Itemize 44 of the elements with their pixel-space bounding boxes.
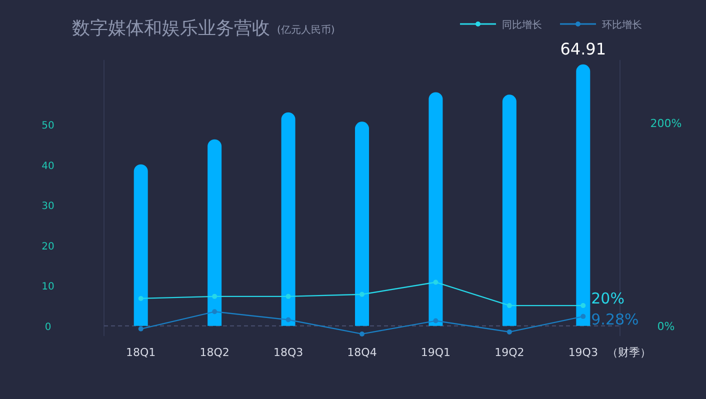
point [286, 294, 291, 299]
y-tick-label: 10 [42, 282, 54, 293]
x-tick-label: 18Q3 [273, 346, 304, 359]
y2-tick-label: 200% [650, 116, 682, 130]
data-label: 64.91 [560, 39, 606, 58]
data-label: 20% [591, 290, 624, 308]
x-tick-label: 19Q1 [420, 346, 451, 359]
data-label: 9.28% [591, 310, 639, 328]
chart-title: 数字媒体和娱乐业务营收 [72, 18, 270, 39]
bar [134, 164, 148, 326]
y-tick-label: 50 [42, 120, 54, 132]
x-tick-label: 18Q2 [200, 346, 230, 359]
y-tick-label: 20 [42, 241, 54, 252]
legend-label: 环比增长 [602, 19, 642, 31]
point [360, 292, 364, 297]
bar [502, 94, 516, 326]
point [580, 314, 586, 319]
x-tick-label: 19Q3 [568, 346, 598, 359]
x-tick-label: 18Q4 [347, 346, 377, 359]
point [212, 309, 218, 314]
point [433, 280, 438, 285]
y-tick-label: 30 [42, 201, 54, 212]
point [138, 326, 144, 332]
bar [208, 139, 222, 326]
chart-subtitle: (亿元人民币) [277, 24, 335, 36]
legend-label: 同比增长 [502, 19, 542, 31]
y-tick-label: 0 [44, 322, 52, 333]
y2-tick-label: 0% [657, 320, 675, 333]
point [506, 303, 512, 308]
bar [576, 64, 590, 326]
point [360, 331, 364, 336]
point [212, 294, 218, 299]
point [286, 317, 291, 322]
y-tick-label: 40 [42, 160, 54, 172]
point [433, 318, 438, 324]
bar [281, 112, 296, 326]
point [138, 296, 144, 301]
bar [428, 92, 443, 326]
bar [355, 122, 369, 326]
x-tick-label: 18Q1 [126, 346, 156, 359]
point [506, 329, 512, 334]
point [580, 303, 586, 308]
x-axis-title: （财季） [607, 346, 652, 359]
x-tick-label: 19Q2 [494, 346, 524, 359]
